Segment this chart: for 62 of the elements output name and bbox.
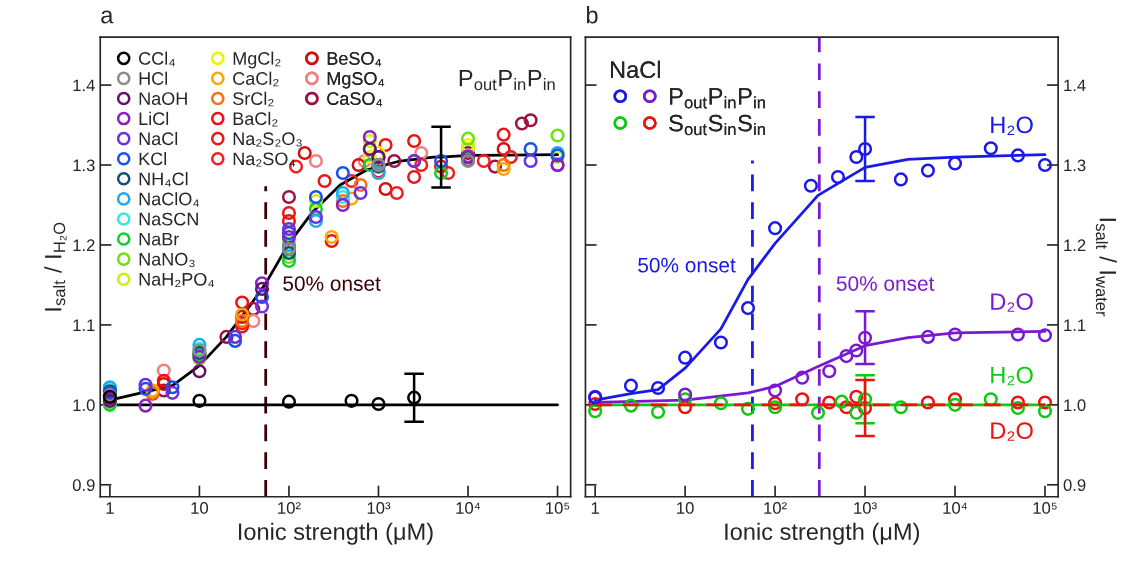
y2-tick-label: 0.9	[1063, 479, 1086, 491]
legend-label: LiCl	[139, 111, 169, 126]
legend-label: MgCl₂	[233, 51, 281, 69]
ref-line-label: 50% onset	[283, 276, 381, 291]
x-tick-label: 10	[191, 502, 209, 514]
series-label: D₂O	[991, 293, 1033, 312]
x-axis-title: Ionic strength (μM)	[725, 522, 919, 545]
y-tick-label: 1.3	[73, 159, 95, 172]
y2-tick-label: 1.4	[1064, 79, 1086, 92]
legend-label: SrCl₂	[233, 91, 274, 107]
y2-tick-label: 1.2	[1064, 239, 1086, 251]
legend-label: NaH₂PO₄	[139, 272, 215, 288]
annotation: P$_{out}$P$_{in}$P$_{in}$	[459, 70, 555, 91]
legend-label: HCl	[139, 71, 168, 85]
legend-label: NaNO₃	[139, 252, 195, 268]
ref-line-label: 50% onset	[836, 276, 935, 291]
y2-tick-label: 1.1	[1064, 319, 1086, 331]
x-tick-label: 10⁵	[546, 502, 570, 514]
x-tick-label: 1	[106, 502, 114, 514]
x-tick-label: 10²	[764, 502, 787, 514]
y-tick-label: 0.9	[72, 479, 95, 491]
x-tick-label: 10³	[854, 502, 877, 514]
series-label: H₂O	[991, 366, 1033, 386]
y-tick-label: 1.0	[73, 399, 95, 412]
legend-label: MgSO₄	[327, 72, 385, 89]
series-label: D₂O	[991, 422, 1033, 441]
legend-label: Na₂SO₄	[233, 152, 296, 167]
y2-tick-label: 1.3	[1064, 159, 1086, 172]
legend-label: CaCl₂	[233, 71, 279, 87]
legend-label: KCl	[139, 151, 167, 166]
legend-label: BaCl₂	[233, 111, 278, 127]
x-tick-label: 10⁵	[1033, 502, 1057, 514]
y-tick-label: 1.4	[73, 79, 95, 92]
legend-label: Na₂S₂O₃	[233, 132, 302, 147]
chart-title: b	[586, 6, 598, 24]
legend-label: P$_{out}$P$_{in}$P$_{in}$	[670, 88, 765, 109]
y2-tick-label: 1.0	[1064, 399, 1086, 412]
y2-axis-title: I$_{salt}$ / I$_{water}$	[1095, 218, 1117, 317]
x-tick-label: 1	[591, 502, 599, 514]
legend-label: S$_{out}$S$_{in}$S$_{in}$	[669, 114, 765, 136]
x-tick-label: 10³	[367, 502, 391, 514]
legend-label: CCl₄	[139, 51, 175, 67]
legend-title: NaCl	[610, 60, 660, 79]
x-axis-title: Ionic strength (μM)	[238, 522, 433, 545]
legend-label: NH₄Cl	[139, 172, 188, 187]
y-tick-label: 1.2	[73, 239, 95, 251]
chart-title: a	[101, 10, 114, 24]
legend-label: NaSCN	[139, 212, 198, 226]
legend-label: NaBr	[139, 232, 179, 246]
y-tick-label: 1.1	[73, 319, 95, 331]
x-tick-label: 10⁴	[456, 502, 481, 514]
legend-label: NaCl	[139, 131, 178, 146]
ref-line-label: 50% onset	[638, 257, 736, 273]
legend-label: NaClO₄	[139, 192, 199, 207]
legend-label: NaOH	[139, 92, 187, 105]
x-tick-label: 10	[677, 502, 694, 514]
legend-label: BeSO₄	[327, 52, 382, 67]
series-label: H₂O	[991, 116, 1033, 136]
legend-label: CaSO₄	[327, 92, 383, 107]
x-tick-label: 10²	[278, 502, 301, 514]
x-tick-label: 10⁴	[943, 502, 968, 514]
y-axis-title: I$_{salt}$ / I$_{H₂O}$	[44, 222, 67, 311]
